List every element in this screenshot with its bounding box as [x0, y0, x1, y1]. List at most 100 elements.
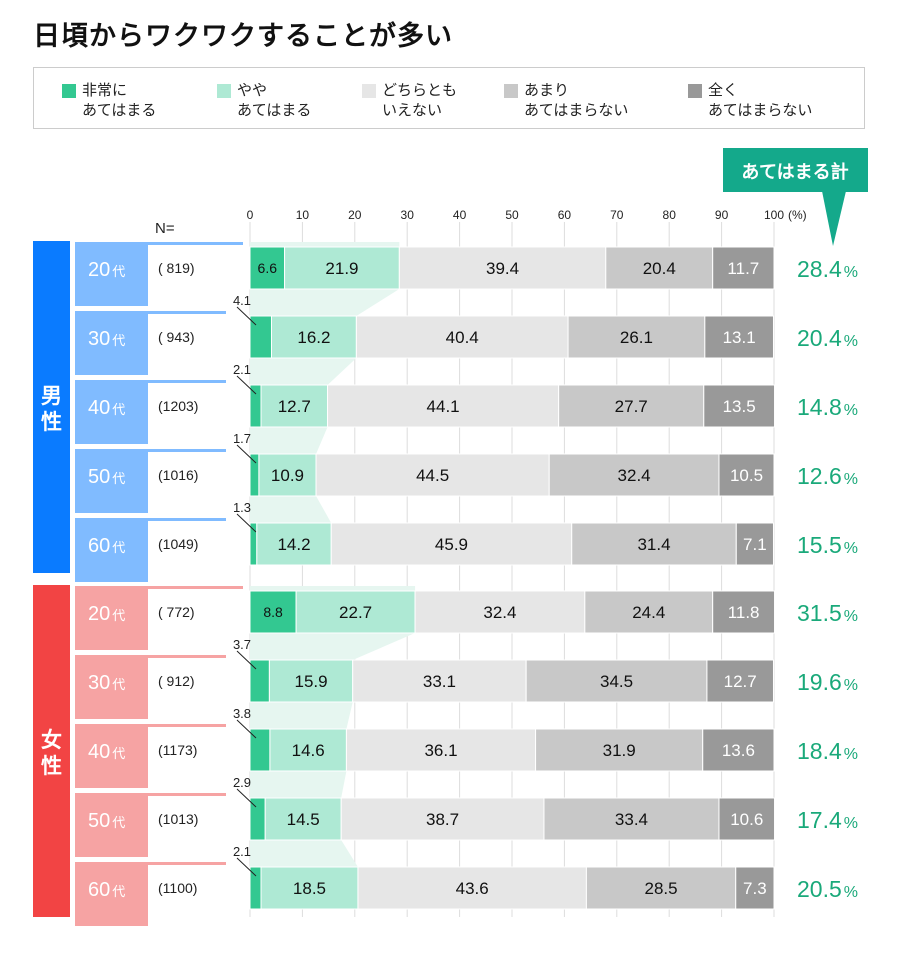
legend-item: やや あてはまる [217, 80, 311, 120]
age-suffix: 代 [112, 608, 125, 623]
total-value: 28.4% [797, 256, 858, 282]
age-label: 50 代 [88, 810, 125, 832]
gender-label-char: 性 [41, 410, 62, 434]
gender-block [33, 241, 70, 573]
data-label: 26.1 [620, 328, 653, 347]
percent-sign: % [844, 540, 858, 557]
age-label: 40 代 [88, 741, 125, 763]
legend-label-line1: 全く [708, 81, 739, 99]
percent-sign: % [844, 264, 858, 281]
legend-label-line2: いえない [382, 101, 443, 119]
age-suffix: 代 [112, 884, 125, 899]
x-tick-label: 50 [505, 208, 519, 222]
total-value: 20.4% [797, 325, 858, 351]
n-value: (1100) [158, 880, 197, 896]
data-label: 12.7 [724, 672, 757, 691]
total-badge [723, 148, 868, 192]
bar-segment [712, 246, 775, 290]
data-label: 38.7 [426, 810, 459, 829]
bar-segment [249, 797, 266, 841]
data-label: 20.4 [643, 259, 676, 278]
age-block [75, 449, 148, 513]
bar-segment [330, 522, 573, 566]
legend-item: あまり あてはまらない [504, 80, 628, 120]
bar-segment [345, 728, 537, 772]
data-label: 14.2 [277, 535, 310, 554]
data-label: 43.6 [456, 879, 489, 898]
total-connector [250, 771, 347, 798]
data-label: 15.9 [294, 672, 327, 691]
legend-label-line1: どちらとも [382, 81, 458, 99]
bar-segment [704, 315, 774, 359]
data-label: 45.9 [435, 535, 468, 554]
data-label: 44.1 [427, 397, 460, 416]
age-block [75, 655, 148, 719]
data-label: 7.3 [743, 879, 767, 898]
bar-segment [249, 453, 260, 497]
total-value: 20.5% [797, 876, 858, 902]
data-label: 6.6 [258, 260, 278, 276]
total-value: 12.6% [797, 463, 858, 489]
age-label: 30 代 [88, 672, 125, 694]
data-label: 14.6 [292, 741, 325, 760]
leader-line [236, 375, 257, 395]
bar-segment [702, 728, 775, 772]
gender-block [33, 585, 70, 917]
data-label: 4.1 [233, 293, 251, 308]
data-label: 10.5 [730, 466, 763, 485]
bar-segment [548, 453, 720, 497]
bar-segment [295, 590, 416, 634]
percent-sign: % [844, 608, 858, 625]
age-suffix: 代 [112, 402, 125, 417]
bar-segment [249, 866, 262, 910]
gender-label-char: 性 [41, 754, 62, 778]
age-label: 20 代 [88, 259, 125, 281]
bar-segment [712, 590, 776, 634]
total-value: 19.6% [797, 669, 858, 695]
data-label: 36.1 [424, 741, 457, 760]
percent-sign: % [844, 677, 858, 694]
bar-segment [264, 797, 342, 841]
total-value: 31.5% [797, 600, 858, 626]
age-block [75, 518, 148, 582]
data-label: 13.5 [723, 397, 756, 416]
bar-segment [735, 522, 774, 566]
n-value: ( 772) [158, 604, 195, 620]
leader-line [236, 788, 257, 808]
x-tick-label: 80 [663, 208, 677, 222]
x-tick-label: 30 [401, 208, 415, 222]
age-suffix: 代 [112, 540, 125, 555]
data-label: 8.8 [263, 604, 283, 620]
legend-label-line1: 非常に [82, 81, 128, 99]
data-label: 2.9 [233, 775, 251, 790]
age-suffix: 代 [112, 746, 125, 761]
n-value: (1016) [158, 467, 198, 483]
data-label: 21.9 [325, 259, 358, 278]
age-block [75, 586, 148, 650]
data-label: 11.8 [728, 603, 760, 622]
bar-segment [249, 590, 297, 634]
bar-segment [584, 590, 714, 634]
data-label: 44.5 [416, 466, 449, 485]
bar-segment [735, 866, 775, 910]
legend-item: 全く あてはまらない [688, 80, 812, 120]
data-label: 39.4 [486, 259, 519, 278]
data-label: 27.7 [615, 397, 648, 416]
bar-segment [543, 797, 720, 841]
age-block [75, 862, 148, 926]
age-suffix: 代 [112, 815, 125, 830]
total-connector [250, 242, 400, 248]
total-connector [250, 427, 328, 454]
bar-segment [535, 728, 704, 772]
data-label: 40.4 [446, 328, 479, 347]
total-connector [250, 358, 357, 385]
legend-swatch [217, 84, 231, 98]
x-axis-unit: (%) [788, 208, 807, 222]
total-badge-pointer [822, 191, 846, 246]
bar-segment [718, 797, 776, 841]
bar-segment [398, 246, 607, 290]
total-connector [250, 289, 400, 316]
n-value: ( 819) [158, 260, 195, 276]
age-block [75, 380, 148, 444]
